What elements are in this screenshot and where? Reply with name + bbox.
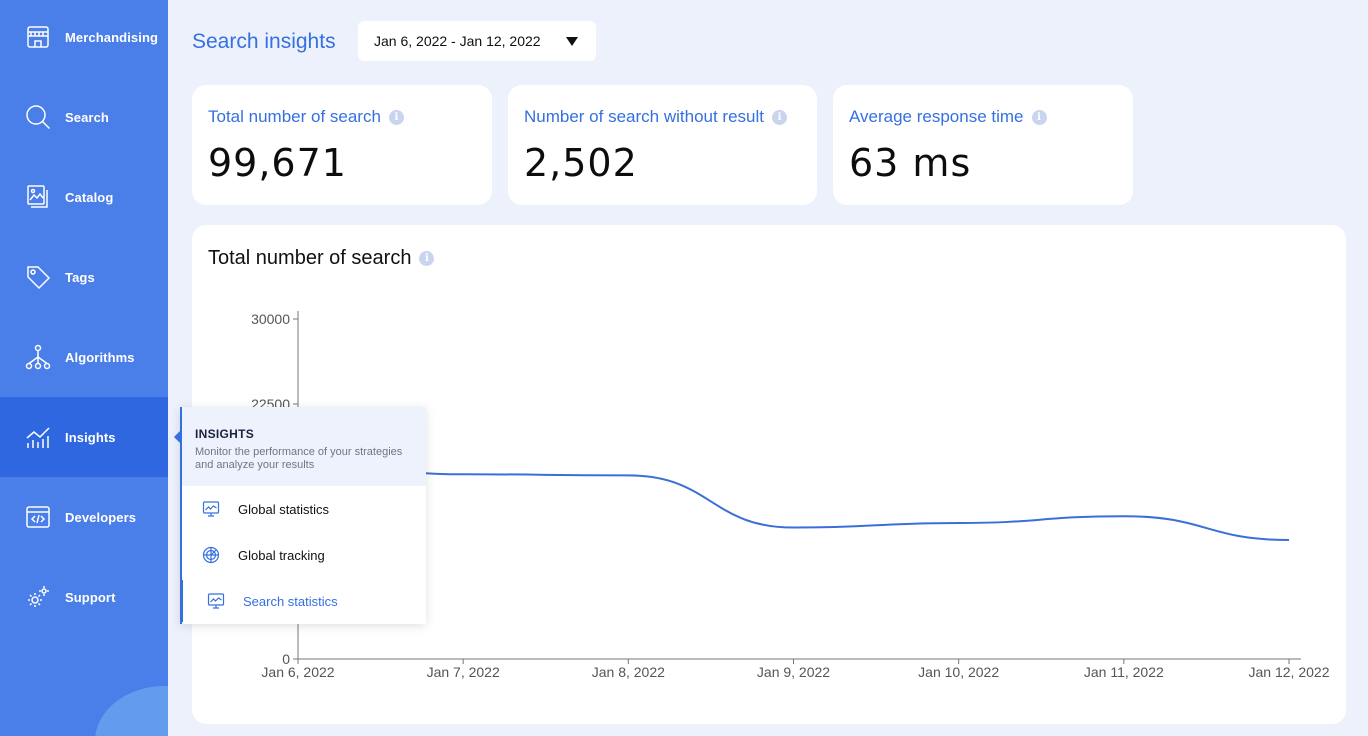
sidebar-item-catalog[interactable]: Catalog: [0, 157, 168, 237]
x-tick-label: Jan 9, 2022: [757, 664, 830, 680]
stat-card-no-result: Number of search without result i 2,502: [508, 85, 817, 205]
insights-popover: INSIGHTS Monitor the performance of your…: [174, 407, 426, 624]
popover-description: Monitor the performance of your strategi…: [195, 446, 403, 471]
monitor-chart-icon: [207, 592, 225, 610]
caret-down-icon: [566, 37, 578, 46]
info-icon[interactable]: i: [1031, 109, 1047, 125]
card-title: Number of search without result: [524, 107, 764, 126]
sidebar-item-insights[interactable]: Insights: [0, 397, 168, 477]
x-tick-label: Jan 6, 2022: [261, 664, 334, 680]
card-title: Total number of search: [208, 107, 381, 126]
sidebar: Merchandising Search Catalog Tags Algori…: [0, 0, 168, 736]
gears-icon: [24, 583, 52, 611]
y-tick-label: 30000: [251, 311, 290, 327]
series-line: [297, 460, 1290, 541]
storefront-icon: [24, 23, 52, 51]
popover-item-global-statistics[interactable]: Global statistics: [182, 488, 426, 530]
stat-card-response-time: Average response time i 63 ms: [833, 85, 1133, 205]
sidebar-item-support[interactable]: Support: [0, 557, 168, 637]
code-window-icon: [24, 503, 52, 531]
popover-item-global-tracking[interactable]: Global tracking: [182, 534, 426, 576]
card-value: 99,671: [208, 141, 347, 185]
info-icon[interactable]: i: [419, 251, 435, 266]
x-tick-label: Jan 12, 2022: [1249, 664, 1330, 680]
sidebar-item-merchandising[interactable]: Merchandising: [0, 0, 168, 77]
stat-card-total-search: Total number of search i 99,671: [192, 85, 492, 205]
x-tick-label: Jan 7, 2022: [427, 664, 500, 680]
hierarchy-icon: [24, 343, 52, 371]
search-icon: [24, 103, 52, 131]
popover-item-search-statistics[interactable]: Search statistics: [180, 580, 426, 622]
catalog-icon: [24, 183, 52, 211]
y-tick-label: 0: [282, 651, 290, 667]
info-icon[interactable]: i: [772, 109, 787, 125]
info-icon[interactable]: i: [388, 109, 404, 125]
popover-title: INSIGHTS: [195, 427, 255, 441]
date-range-label: Jan 6, 2022 - Jan 12, 2022: [374, 33, 541, 49]
card-title: Average response time: [849, 107, 1024, 126]
card-value: 2,502: [524, 141, 638, 185]
sidebar-item-tags[interactable]: Tags: [0, 237, 168, 317]
chart-title: Total number of search: [208, 247, 412, 269]
radar-icon: [202, 546, 220, 564]
sidebar-item-search[interactable]: Search: [0, 77, 168, 157]
x-tick-label: Jan 11, 2022: [1084, 664, 1164, 680]
sidebar-item-developers[interactable]: Developers: [0, 477, 168, 557]
card-value: 63 ms: [849, 141, 972, 185]
sidebar-item-algorithms[interactable]: Algorithms: [0, 317, 168, 397]
x-tick-label: Jan 10, 2022: [918, 664, 999, 680]
tag-icon: [24, 263, 52, 291]
page-title: Search insights: [192, 30, 336, 53]
date-range-picker[interactable]: Jan 6, 2022 - Jan 12, 2022: [358, 21, 596, 61]
popover-header: INSIGHTS Monitor the performance of your…: [182, 407, 426, 486]
x-tick-label: Jan 8, 2022: [592, 664, 665, 680]
monitor-chart-icon: [202, 500, 220, 518]
chart-icon: [24, 423, 52, 451]
